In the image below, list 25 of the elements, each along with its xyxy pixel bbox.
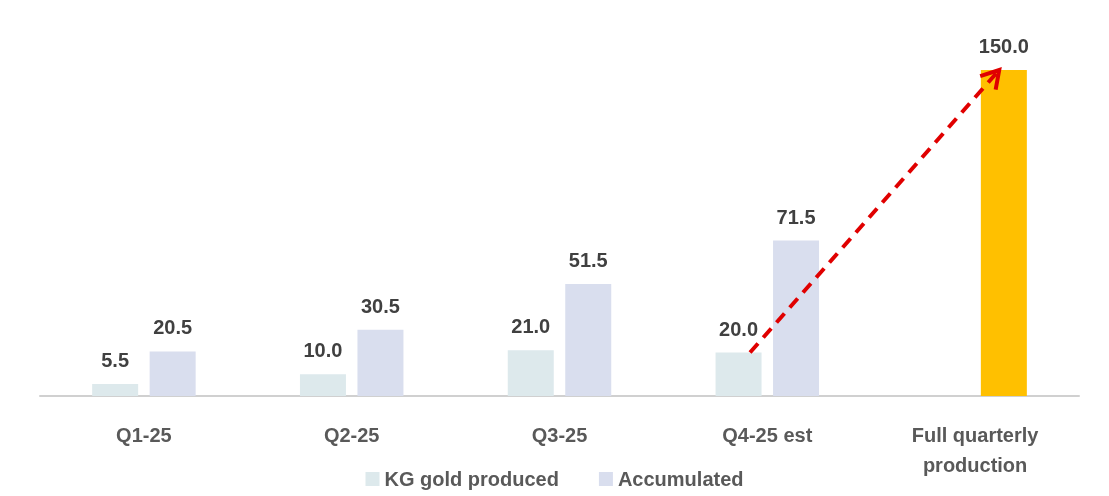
data-label: 21.0	[511, 315, 551, 338]
legend-label: Accumulated	[617, 468, 744, 490]
data-label: 51.5	[568, 249, 608, 272]
data-label: 20.5	[153, 316, 193, 339]
x-tick-label: Q1-25	[116, 424, 172, 446]
bar	[149, 351, 196, 396]
data-label: 30.5	[360, 294, 400, 317]
bar	[92, 384, 139, 396]
legend-label: KG gold produced	[384, 468, 559, 490]
x-tick-label: Q2-25	[323, 424, 380, 446]
data-label: 5.5	[101, 349, 130, 372]
bar	[715, 352, 762, 396]
data-label: 71.5	[776, 205, 816, 228]
bar	[773, 240, 820, 396]
bar	[980, 70, 1027, 396]
x-tick-label: Q3-25	[531, 424, 588, 446]
bar	[357, 329, 404, 396]
x-tick-label: Full quarterly production	[911, 424, 1040, 476]
bar	[565, 284, 612, 396]
data-label: 20.0	[719, 317, 759, 340]
bar	[507, 350, 554, 396]
data-label: 150.0	[978, 35, 1029, 57]
bar	[299, 374, 346, 396]
data-label: 10.0	[303, 339, 343, 362]
x-tick-label: Q4-25 est	[722, 424, 813, 446]
